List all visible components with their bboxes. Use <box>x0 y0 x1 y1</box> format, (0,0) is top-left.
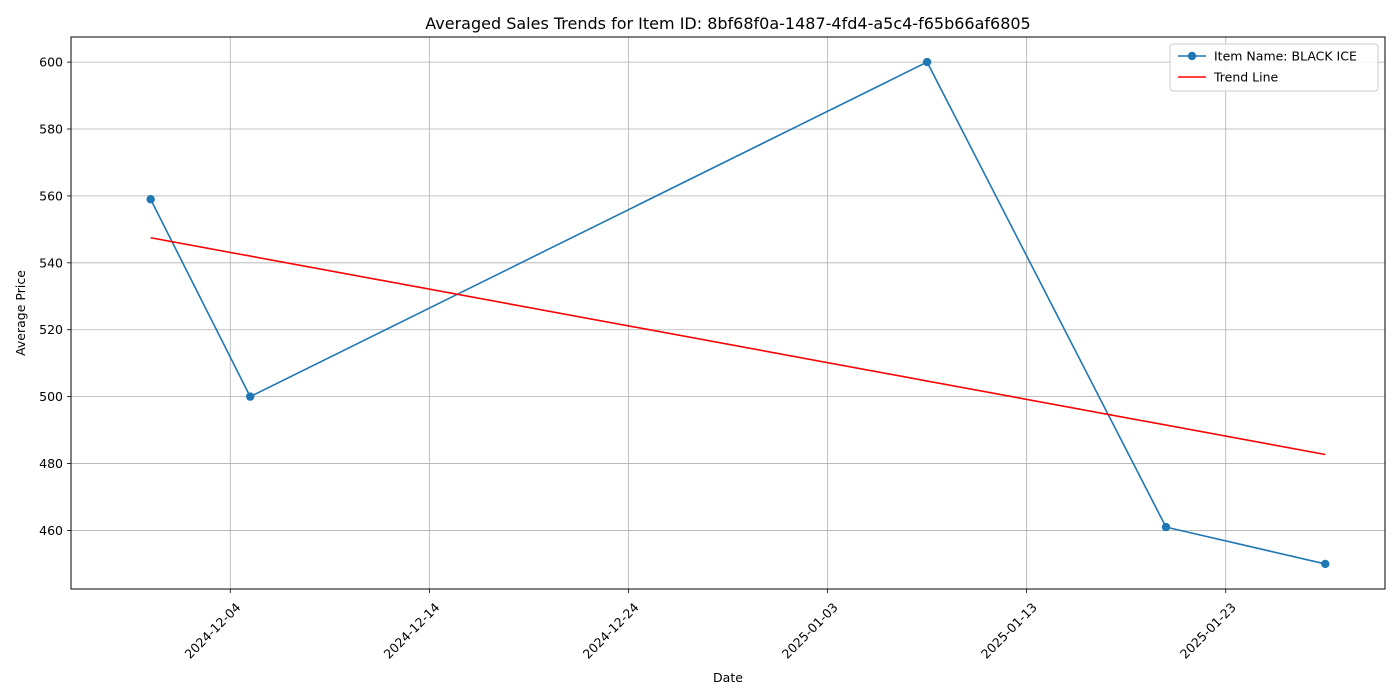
plot-frame <box>70 36 1386 590</box>
y-tick-label: 540 <box>39 255 63 270</box>
chart-title: Averaged Sales Trends for Item ID: 8bf68… <box>425 14 1030 33</box>
y-tick-label: 560 <box>39 188 63 203</box>
x-tick-label: 2025-01-03 <box>779 600 841 662</box>
data-point <box>245 392 255 401</box>
x-tick-label: 2025-01-13 <box>978 600 1040 662</box>
x-axis-label: Date <box>713 670 743 685</box>
data-point <box>146 195 155 204</box>
legend-label: Item Name: BLACK ICE <box>1214 49 1357 64</box>
y-tick-label: 500 <box>39 389 63 404</box>
series-layer <box>146 57 1330 569</box>
legend-marker <box>1187 51 1197 61</box>
legend-label: Trend Line <box>1213 70 1279 85</box>
y-tick-label: 480 <box>39 456 63 471</box>
x-tick-label: 2024-12-14 <box>381 600 443 662</box>
data-point <box>1321 559 1330 569</box>
legend-box <box>1169 43 1379 92</box>
y-tick-label: 460 <box>39 523 63 538</box>
x-tick-label: 2024-12-04 <box>181 600 243 662</box>
grid-layer <box>71 37 1385 589</box>
y-axis-label: Average Price <box>13 270 28 356</box>
x-tick-label: 2025-01-23 <box>1177 600 1239 662</box>
y-tick-label: 520 <box>39 322 63 337</box>
data-point <box>922 57 932 67</box>
legend: Item Name: BLACK ICE Trend Line <box>1169 43 1379 92</box>
x-tick-label: 2024-12-24 <box>580 600 642 662</box>
sales-series-line <box>149 61 1326 565</box>
trend-line <box>150 236 1326 456</box>
y-tick-label: 600 <box>39 55 63 70</box>
y-tick-label: 580 <box>39 122 63 137</box>
tick-layer: 2024-12-04 2024-12-14 2024-12-24 2025-01-03… <box>39 55 1239 662</box>
data-point <box>1161 522 1171 532</box>
